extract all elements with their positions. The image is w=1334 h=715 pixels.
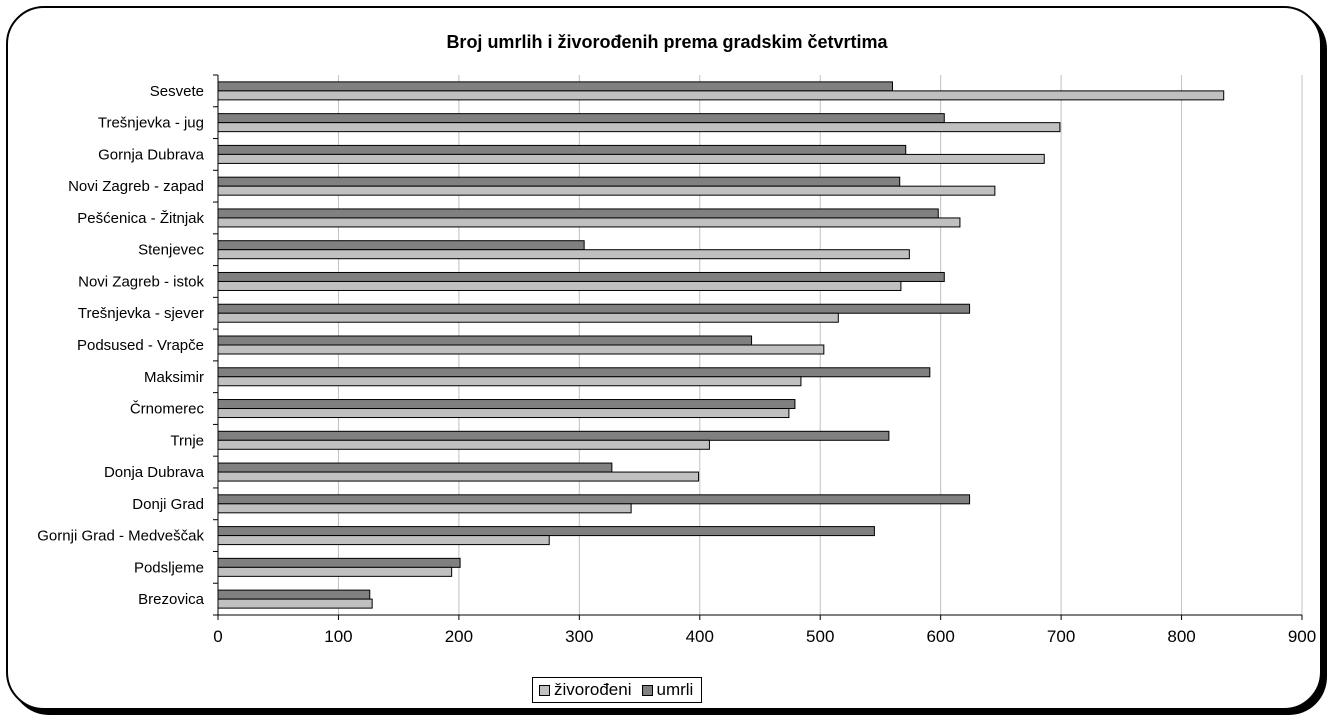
category-label: Gornji Grad - Medveščak [37, 528, 204, 545]
bar-zivorodeni [217, 408, 790, 419]
bar-umrli [217, 81, 893, 92]
bar-zivorodeni [217, 90, 1225, 101]
bar-umrli [217, 208, 939, 219]
bar-zivorodeni [217, 566, 453, 577]
bar-umrli [217, 462, 613, 473]
bar-umrli [217, 557, 461, 568]
bar-zivorodeni [217, 344, 825, 355]
legend-label: živorođeni [554, 680, 632, 699]
legend-item: živorođeni [539, 680, 632, 700]
bar-zivorodeni [217, 280, 902, 291]
x-tick-label: 500 [806, 627, 834, 646]
bar-zivorodeni [217, 153, 1045, 164]
bar-zivorodeni [217, 598, 373, 609]
category-label: Maksimir [144, 369, 204, 386]
x-tick-label: 100 [324, 627, 352, 646]
bar-umrli [217, 144, 907, 155]
category-label: Trnje [170, 432, 204, 449]
category-label: Novi Zagreb - istok [78, 273, 204, 290]
category-label: Trešnjevka - sjever [78, 305, 204, 322]
bar-zivorodeni [217, 217, 961, 228]
bar-zivorodeni [217, 535, 550, 546]
x-tick-label: 900 [1288, 627, 1316, 646]
x-tick-label: 300 [565, 627, 593, 646]
bar-umrli [217, 303, 971, 314]
x-tick-label: 0 [213, 627, 222, 646]
bar-zivorodeni [217, 249, 910, 260]
category-label: Novi Zagreb - zapad [68, 178, 204, 195]
category-label: Podsused - Vrapče [77, 337, 204, 354]
x-tick-label: 800 [1167, 627, 1195, 646]
bar-umrli [217, 176, 901, 187]
category-label: Stenjevec [138, 242, 204, 259]
bar-zivorodeni [217, 503, 632, 514]
bar-zivorodeni [217, 312, 839, 323]
x-tick-label: 200 [445, 627, 473, 646]
category-label: Brezovica [138, 591, 205, 608]
category-label: Gornja Dubrava [98, 146, 205, 163]
bar-zivorodeni [217, 122, 1061, 133]
bar-umrli [217, 271, 945, 282]
x-tick-label: 400 [686, 627, 714, 646]
legend: živorođeni umrli [532, 677, 703, 703]
bar-umrli [217, 335, 753, 346]
chart-title: Broj umrlih i živorođenih prema gradskim… [446, 32, 888, 52]
bar-umrli [217, 526, 875, 537]
category-label: Trešnjevka - jug [98, 115, 204, 132]
bar-zivorodeni [217, 376, 802, 387]
bar-zivorodeni [217, 439, 710, 450]
x-tick-label: 600 [926, 627, 954, 646]
legend-swatch [641, 684, 653, 696]
category-label: Donja Dubrava [104, 464, 205, 481]
category-label: Sesvete [150, 83, 204, 100]
bar-umrli [217, 399, 796, 410]
bar-zivorodeni [217, 185, 996, 196]
bar-umrli [217, 589, 371, 600]
bar-zivorodeni [217, 471, 700, 482]
bar-umrli [217, 240, 585, 251]
category-label: Črnomerec [130, 401, 205, 418]
legend-item: umrli [641, 680, 694, 700]
bar-umrli [217, 430, 890, 441]
bar-umrli [217, 367, 931, 378]
legend-swatch [539, 684, 550, 696]
category-label: Pešćenica - Žitnjak [77, 210, 204, 227]
x-tick-label: 700 [1047, 627, 1075, 646]
category-label: Podsljeme [134, 559, 204, 576]
category-label: Donji Grad [132, 496, 204, 513]
bar-umrli [217, 494, 971, 505]
bar-umrli [217, 113, 945, 124]
legend-label: umrli [656, 680, 694, 699]
